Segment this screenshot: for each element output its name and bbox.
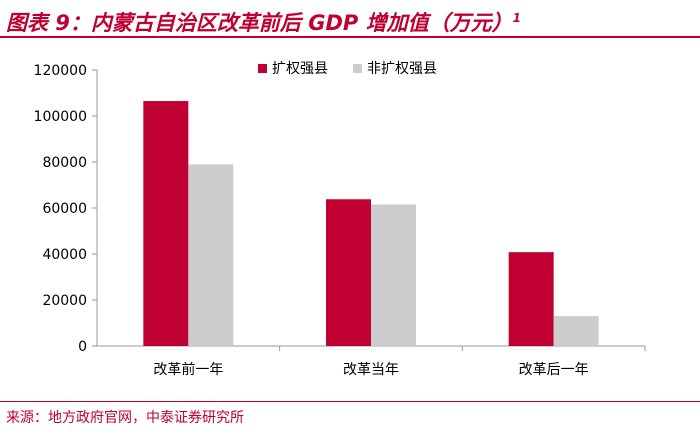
x-tick-label: 改革前一年	[153, 361, 223, 378]
bar-chart: 0 20000 40000 60000 80000 100000 120000 改革前一年 改革…	[34, 61, 646, 378]
y-tick-label: 40000	[42, 247, 87, 263]
y-tick-label: 60000	[42, 201, 87, 217]
title-divider	[0, 36, 700, 38]
legend-swatch	[353, 64, 362, 73]
bar-series1	[508, 252, 554, 346]
legend-label: 扩权强县	[272, 61, 328, 77]
y-tick-label: 0	[78, 339, 87, 355]
bar-series1	[326, 199, 371, 346]
bar-series1	[143, 101, 189, 346]
footnote-mark: 1	[512, 11, 521, 25]
x-tick-label: 改革当年	[343, 362, 399, 378]
legend-swatch	[258, 64, 267, 73]
y-tick-label: 120000	[34, 63, 87, 79]
y-tick-label: 80000	[42, 155, 87, 171]
bar-series2	[553, 316, 599, 346]
footer-divider	[0, 401, 700, 402]
chart-title: 图表 9：内蒙古自治区改革前后 GDP 增加值（万元）1	[6, 11, 521, 35]
bar-series2	[188, 164, 234, 346]
source-note: 来源：地方政府官网，中泰证券研究所	[6, 410, 244, 426]
x-tick-label: 改革后一年	[519, 362, 589, 378]
bar-series2	[371, 204, 416, 346]
y-tick-label: 100000	[34, 109, 87, 125]
legend-label: 非扩权强县	[367, 61, 437, 77]
y-tick-label: 20000	[42, 293, 87, 309]
